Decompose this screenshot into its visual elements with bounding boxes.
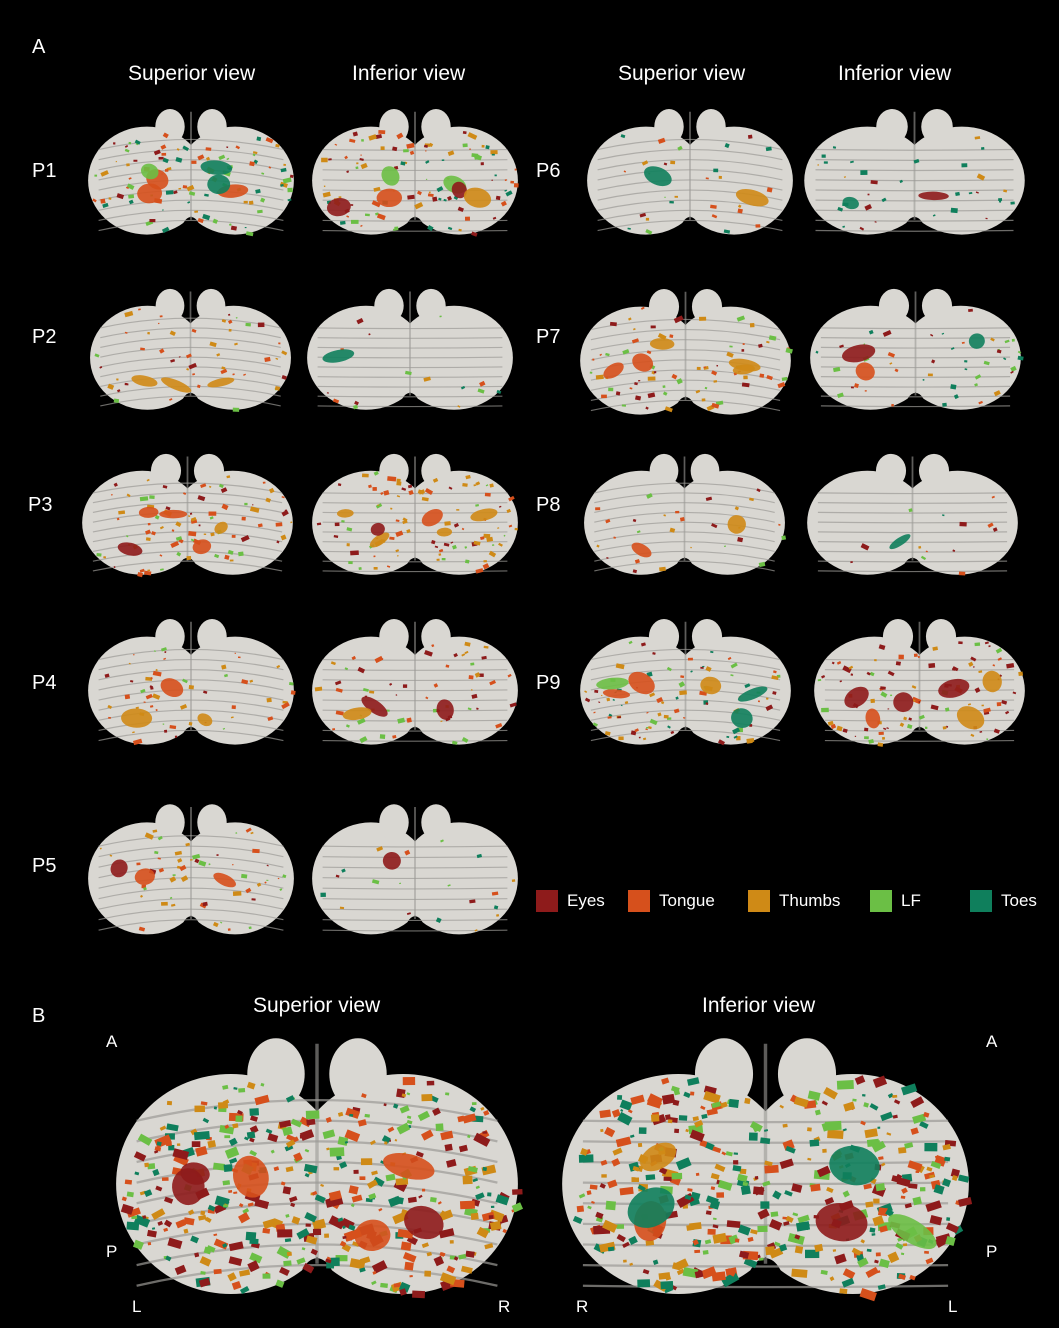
participant-label-p6: P6 [536, 160, 561, 182]
p2-inferior-render [305, 285, 515, 430]
p8-superior-render [582, 450, 787, 595]
legend-label-tongue: Tongue [659, 891, 715, 910]
superior-right-marker: R [498, 1297, 511, 1316]
col-header-superior-right: Superior view [618, 62, 746, 85]
superior-posterior-marker: P [106, 1242, 118, 1261]
legend-item-eyes: Eyes [536, 890, 605, 912]
legend-label-thumbs: Thumbs [779, 891, 841, 910]
p5-inferior-render [310, 800, 520, 956]
legend-item-thumbs: Thumbs [748, 890, 840, 912]
p8-inferior-render [805, 450, 1020, 595]
col-header-inferior-right: Inferior view [838, 62, 952, 85]
col-header-superior-left: Superior view [128, 62, 256, 85]
legend-swatch-eyes [536, 890, 558, 912]
col-header-inferior-left: Inferior view [352, 62, 466, 85]
legend-swatch-lf [870, 890, 892, 912]
p2-superior-render [88, 285, 293, 430]
participant-label-p8: P8 [536, 494, 561, 516]
participant-label-p9: P9 [536, 672, 561, 694]
participant-label-p3: P3 [28, 494, 53, 516]
superior-left-marker: L [132, 1297, 142, 1316]
p6-inferior-render [802, 105, 1027, 255]
legend-item-lf: LF [870, 890, 921, 912]
legend-item-tongue: Tongue [628, 890, 715, 912]
p9-inferior-render [812, 615, 1027, 765]
panel-b-letter: B [32, 1005, 46, 1027]
inferior-right-marker: R [576, 1297, 589, 1316]
p4-inferior-render [310, 615, 520, 765]
legend-label-eyes: Eyes [567, 891, 605, 910]
participant-label-p2: P2 [32, 326, 57, 348]
inferior-anterior-marker: A [986, 1032, 998, 1051]
p7-superior-render [578, 285, 793, 435]
p3-superior-render [80, 450, 295, 595]
legend-label-lf: LF [901, 891, 921, 910]
panel-a-letter: A [32, 36, 46, 58]
p3-inferior-render [310, 450, 520, 595]
p6-superior-render [585, 105, 795, 255]
participant-label-p1: P1 [32, 160, 57, 182]
legend-label-toes: Toes [1001, 891, 1037, 910]
p5-superior-render [86, 800, 296, 956]
inferior-left-marker: L [948, 1297, 958, 1316]
legend-item-toes: Toes [970, 890, 1037, 912]
legend-swatch-tongue [628, 890, 650, 912]
participant-label-p5: P5 [32, 855, 57, 877]
inferior-posterior-marker: P [986, 1242, 998, 1261]
panel-b-header-inferior: Inferior view [702, 994, 816, 1017]
p4-superior-render [86, 615, 296, 765]
participant-label-p4: P4 [32, 672, 57, 694]
p1-inferior-render [310, 105, 520, 255]
legend-swatch-thumbs [748, 890, 770, 912]
p7-inferior-render [808, 285, 1024, 430]
p1-superior-render [86, 105, 296, 255]
legend-swatch-toes [970, 890, 992, 912]
group-inferior-render [558, 1030, 973, 1328]
p9-superior-render [578, 615, 793, 765]
participant-label-p7: P7 [536, 326, 561, 348]
group-superior-render [112, 1030, 524, 1328]
superior-anterior-marker: A [106, 1032, 118, 1051]
panel-b-header-superior: Superior view [253, 994, 381, 1017]
